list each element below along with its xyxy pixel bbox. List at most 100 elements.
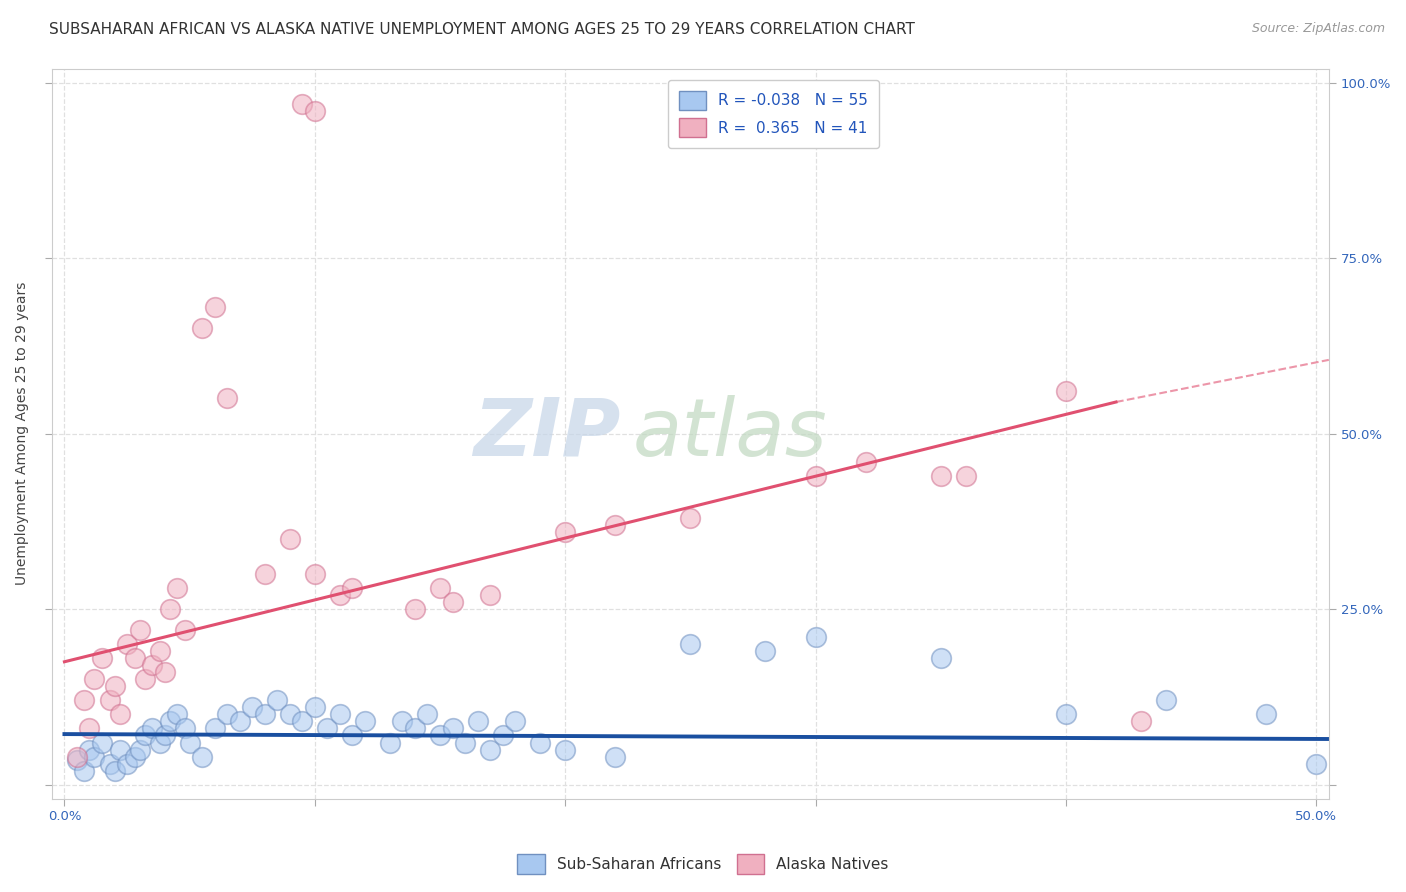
Point	[217, 392, 239, 406]
Point	[354, 714, 377, 729]
Point	[1054, 384, 1077, 399]
Point	[291, 96, 314, 111]
Point	[441, 595, 464, 609]
Point	[98, 756, 121, 771]
Point	[115, 637, 138, 651]
Point	[554, 524, 576, 539]
Point	[605, 749, 627, 764]
Point	[98, 693, 121, 707]
Point	[291, 714, 314, 729]
Point	[128, 742, 150, 756]
Point	[79, 742, 101, 756]
Point	[73, 764, 96, 778]
Point	[91, 651, 114, 665]
Point	[754, 644, 776, 658]
Point	[929, 651, 952, 665]
Point	[278, 707, 301, 722]
Y-axis label: Unemployment Among Ages 25 to 29 years: Unemployment Among Ages 25 to 29 years	[15, 282, 30, 585]
Point	[173, 722, 195, 736]
Text: SUBSAHARAN AFRICAN VS ALASKA NATIVE UNEMPLOYMENT AMONG AGES 25 TO 29 YEARS CORRE: SUBSAHARAN AFRICAN VS ALASKA NATIVE UNEM…	[49, 22, 915, 37]
Point	[108, 742, 131, 756]
Point	[166, 581, 188, 595]
Point	[79, 722, 101, 736]
Point	[134, 673, 156, 687]
Point	[141, 722, 163, 736]
Point	[191, 321, 214, 335]
Point	[479, 588, 502, 602]
Point	[153, 665, 176, 680]
Point	[929, 468, 952, 483]
Point	[228, 714, 250, 729]
Point	[83, 673, 105, 687]
Point	[103, 764, 125, 778]
Point	[391, 714, 413, 729]
Point	[304, 103, 326, 118]
Point	[804, 468, 827, 483]
Point	[66, 753, 89, 767]
Point	[404, 722, 426, 736]
Point	[955, 468, 977, 483]
Point	[491, 729, 513, 743]
Point	[253, 567, 276, 582]
Point	[141, 658, 163, 673]
Point	[404, 602, 426, 616]
Point	[329, 588, 352, 602]
Legend: Sub-Saharan Africans, Alaska Natives: Sub-Saharan Africans, Alaska Natives	[512, 848, 894, 880]
Point	[124, 651, 146, 665]
Point	[529, 735, 551, 749]
Point	[441, 722, 464, 736]
Legend: R = -0.038   N = 55, R =  0.365   N = 41: R = -0.038 N = 55, R = 0.365 N = 41	[668, 79, 879, 148]
Point	[304, 567, 326, 582]
Point	[416, 707, 439, 722]
Point	[378, 735, 401, 749]
Point	[605, 517, 627, 532]
Point	[204, 300, 226, 314]
Point	[479, 742, 502, 756]
Point	[329, 707, 352, 722]
Point	[855, 455, 877, 469]
Point	[554, 742, 576, 756]
Point	[342, 581, 364, 595]
Point	[173, 623, 195, 637]
Point	[134, 729, 156, 743]
Point	[1305, 756, 1327, 771]
Point	[166, 707, 188, 722]
Point	[1054, 707, 1077, 722]
Point	[1256, 707, 1278, 722]
Point	[304, 700, 326, 714]
Point	[179, 735, 201, 749]
Point	[429, 581, 451, 595]
Point	[454, 735, 477, 749]
Point	[73, 693, 96, 707]
Point	[124, 749, 146, 764]
Point	[503, 714, 526, 729]
Point	[159, 602, 181, 616]
Point	[240, 700, 263, 714]
Point	[467, 714, 489, 729]
Point	[108, 707, 131, 722]
Point	[342, 729, 364, 743]
Point	[316, 722, 339, 736]
Point	[1130, 714, 1153, 729]
Point	[83, 749, 105, 764]
Point	[191, 749, 214, 764]
Text: Source: ZipAtlas.com: Source: ZipAtlas.com	[1251, 22, 1385, 36]
Point	[153, 729, 176, 743]
Text: atlas: atlas	[633, 394, 828, 473]
Point	[204, 722, 226, 736]
Point	[148, 735, 170, 749]
Point	[91, 735, 114, 749]
Point	[679, 637, 702, 651]
Point	[429, 729, 451, 743]
Point	[66, 749, 89, 764]
Point	[159, 714, 181, 729]
Point	[1154, 693, 1177, 707]
Point	[679, 511, 702, 525]
Point	[115, 756, 138, 771]
Point	[217, 707, 239, 722]
Point	[253, 707, 276, 722]
Point	[804, 630, 827, 644]
Point	[266, 693, 288, 707]
Point	[103, 679, 125, 693]
Point	[148, 644, 170, 658]
